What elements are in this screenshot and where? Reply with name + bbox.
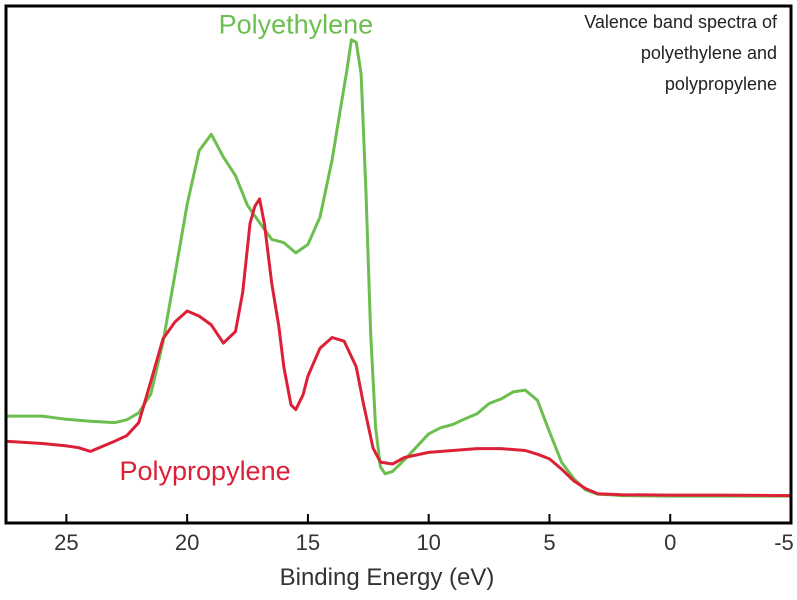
x-axis-label: Binding Energy (eV): [280, 564, 495, 591]
x-tick-label: 15: [296, 530, 320, 555]
series-layer: [5, 38, 792, 498]
series-line-polyethylene: [6, 38, 791, 498]
x-tick-label: 25: [54, 530, 78, 555]
x-tick-label: 10: [416, 530, 440, 555]
x-tick-label: 5: [543, 530, 555, 555]
series-line-polypropylene: [5, 197, 792, 498]
chart-title-line: polypropylene: [665, 74, 777, 94]
x-tick-label: -5: [774, 530, 794, 555]
x-tick-label: 20: [175, 530, 199, 555]
x-tick-label: 0: [664, 530, 676, 555]
chart-title: Valence band spectra of polyethylene and p…: [584, 12, 778, 94]
series-label-polypropylene: Polypropylene: [120, 456, 291, 486]
chart-title-line: polyethylene and: [641, 43, 777, 63]
chart-title-line: Valence band spectra of: [584, 12, 778, 32]
series-label-polyethylene: Polyethylene: [219, 9, 374, 39]
x-axis: 25 20 15 10 5 0 -5: [54, 514, 794, 555]
annotation-layer: Polyethylene Polypropylene: [120, 9, 374, 485]
plot-frame: [4, 4, 793, 525]
